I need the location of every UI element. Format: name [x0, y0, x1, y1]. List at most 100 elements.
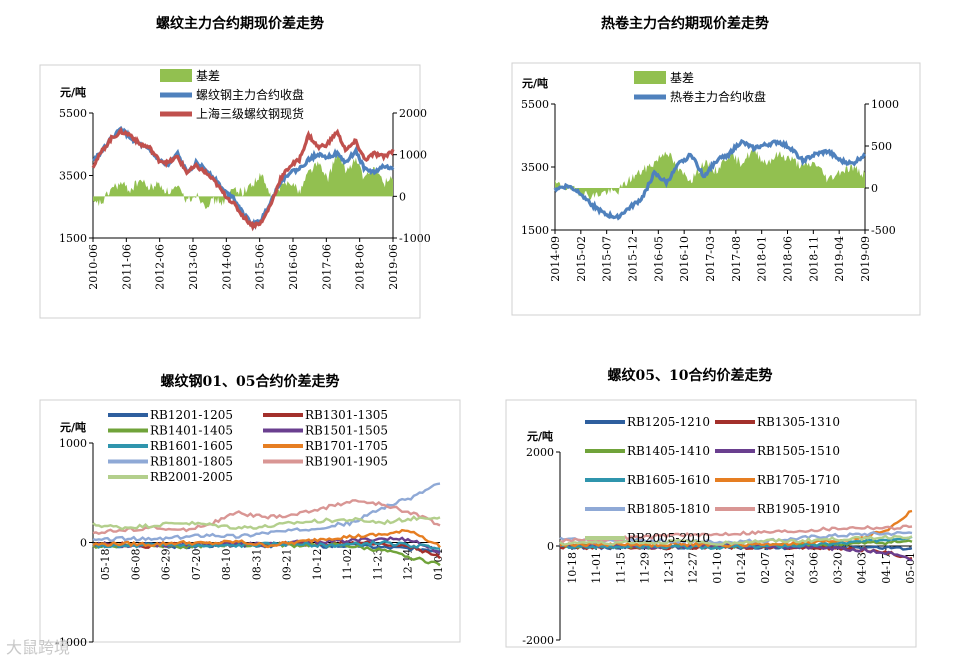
chart2-series-basis-area [555, 147, 865, 201]
chart2-x-tick-label: 2015-02 [575, 236, 588, 282]
chart4-x-tick-label: 11-01 [590, 552, 603, 584]
chart2-x-tick-label: 2017-08 [730, 236, 743, 282]
chart3-x-tick-label: 09-21 [281, 549, 294, 581]
chart3-x-tick-label: 05-18 [99, 549, 112, 581]
chart4: 元/吨 2000 0 -2000 10-18 11-01 11-15 11-29 12-13 12… [505, 399, 917, 648]
chart2-x-tick-label: 2018-11 [807, 236, 820, 282]
chart4-x-tick-label: 01-10 [711, 552, 724, 584]
chart4-x-tick-label: 05-01 [904, 552, 917, 584]
chart3-legend-label: RB1401-1405 [150, 424, 233, 438]
chart3-x-tick-label: 08-10 [220, 549, 233, 581]
chart3-x-tick-label: 06-29 [160, 549, 173, 581]
chart2-unit-label: 元/吨 [522, 76, 548, 90]
chart2-x-tick-label: 2016-10 [678, 236, 691, 282]
chart4-x-tick-label: 02-07 [759, 552, 772, 584]
chart1-left-tick-label: 1500 [59, 232, 87, 245]
chart2: 元/吨 5500 3500 1500 1000 500 0 -500 2014-09 2015-0… [511, 62, 921, 316]
chart4-x-tick-label: 04-17 [880, 552, 893, 584]
chart1-x-tick-label: 2011-06 [120, 244, 133, 290]
chart1-right-tick-label: 0 [399, 190, 406, 203]
chart4-series-line-4 [559, 535, 913, 551]
chart1-left-tick-label: 5500 [59, 107, 87, 120]
chart2-title: 热卷主力合约期现价差走势 [601, 16, 769, 32]
chart4-legend-label: RB1305-1310 [757, 415, 840, 429]
chart2-x-tick-label: 2014-09 [549, 236, 562, 282]
chart1-legend-label: 螺纹钢主力合约收盘 [196, 87, 304, 102]
chart3-frame [39, 399, 461, 643]
chart4-legend-label: RB2005-2010 [627, 531, 710, 545]
chart4-legend-label: RB1205-1210 [627, 415, 710, 429]
chart4-x-tick-label: 03-06 [807, 552, 820, 584]
chart3-x-tick-label: 12-14 [402, 549, 415, 581]
chart1-x-tick-label: 2015-06 [254, 244, 267, 290]
chart3-legend-label: RB2001-2005 [150, 470, 233, 484]
chart2-x-tick-label: 2016-05 [652, 236, 665, 282]
chart2-left-tick-label: 3500 [521, 161, 549, 174]
chart3-unit-label: 元/吨 [60, 420, 86, 434]
chart4-frame [505, 399, 917, 648]
chart2-right-tick-label: 500 [871, 140, 892, 153]
chart2-x-tick-label: 2019-04 [833, 236, 846, 282]
chart3-legend-label: RB1201-1205 [150, 408, 233, 422]
chart2-series-line-1 [553, 138, 867, 221]
chart2-legend-label: 基差 [670, 71, 694, 85]
chart4-legend-label: RB1505-1510 [757, 444, 840, 458]
chart4-x-tick-label: 11-15 [614, 552, 627, 584]
chart1-x-tick-label: 2016-06 [287, 244, 300, 290]
chart2-legend-label: 热卷主力合约收盘 [670, 89, 766, 104]
chart3: 元/吨 1000 0 -1000 05-18 06-08 06-29 07-20 08-10 08… [39, 399, 461, 649]
chart2-x-tick-label: 2015-07 [601, 236, 614, 282]
chart1-right-tick-label: -1000 [399, 232, 431, 245]
chart3-series-line-6 [92, 482, 441, 543]
chart1-x-tick-label: 2010-06 [87, 244, 100, 290]
chart3-legend-label: RB1801-1805 [150, 455, 233, 469]
chart3-legend-label: RB1301-1305 [305, 408, 388, 422]
chart2-left-tick-label: 1500 [521, 224, 549, 237]
chart4-x-tick-label: 12-13 [663, 552, 676, 584]
chart4-x-tick-label: 03-20 [832, 552, 845, 584]
chart1-series-line-2 [91, 126, 395, 232]
chart1-unit-label: 元/吨 [60, 85, 86, 99]
chart2-x-tick-label: 2018-01 [756, 236, 769, 282]
chart1-x-tick-label: 2013-06 [187, 244, 200, 290]
chart1-legend-label: 基差 [196, 69, 220, 83]
chart4-title: 螺纹05、10合约价差走势 [607, 368, 773, 384]
chart2-x-tick-label: 2015-12 [627, 236, 640, 282]
chart1-x-tick-label: 2012-06 [154, 244, 167, 290]
chart4-x-tick-label: 10-18 [566, 552, 579, 584]
chart1-x-tick-label: 2018-06 [354, 244, 367, 290]
chart2-right-tick-label: 1000 [871, 98, 899, 111]
chart1-series-basis-area [93, 155, 393, 209]
watermark-logo: 大鼠跨境 [6, 638, 71, 657]
chart3-x-tick-label: 07-20 [190, 549, 203, 581]
chart3-x-tick-label: 11-23 [371, 549, 384, 581]
chart3-x-tick-label: 06-08 [129, 549, 142, 581]
chart4-y-tick-label: 0 [547, 540, 554, 553]
chart1-x-tick-label: 2019-06 [387, 244, 400, 290]
chart1-right-tick-label: 1000 [399, 149, 427, 162]
chart2-x-tick-label: 2018-06 [782, 236, 795, 282]
chart4-y-tick-label: -2000 [522, 634, 554, 647]
chart4-x-tick-label: 12-27 [687, 552, 700, 584]
chart3-series-line-8 [92, 515, 441, 531]
chart2-right-tick-label: -500 [871, 224, 896, 237]
chart3-title: 螺纹钢01、05合约价差走势 [160, 374, 340, 390]
chart3-legend-label: RB1601-1605 [150, 439, 233, 453]
chart3-x-tick-label: 10-12 [311, 549, 324, 581]
chart1-x-tick-label: 2017-06 [320, 244, 333, 290]
chart4-legend-label: RB1405-1410 [627, 444, 710, 458]
chart4-x-tick-label: 01-24 [735, 552, 748, 584]
chart3-x-tick-label: 08-31 [250, 549, 263, 581]
chart4-series-line-8 [559, 534, 913, 546]
chart4-x-tick-label: 04-03 [856, 552, 869, 584]
chart4-unit-label: 元/吨 [527, 429, 553, 443]
chart3-series-line-5 [92, 528, 441, 549]
chart4-y-tick-label: 2000 [526, 446, 554, 459]
chart1-right-tick-label: 2000 [399, 107, 427, 120]
chart4-legend-label: RB1705-1710 [757, 473, 840, 487]
chart3-y-tick-label: 1000 [59, 437, 87, 450]
chart3-x-tick-label: 11-02 [341, 549, 354, 581]
chart1-left-tick-label: 3500 [59, 170, 87, 183]
chart2-right-tick-label: 0 [871, 182, 878, 195]
